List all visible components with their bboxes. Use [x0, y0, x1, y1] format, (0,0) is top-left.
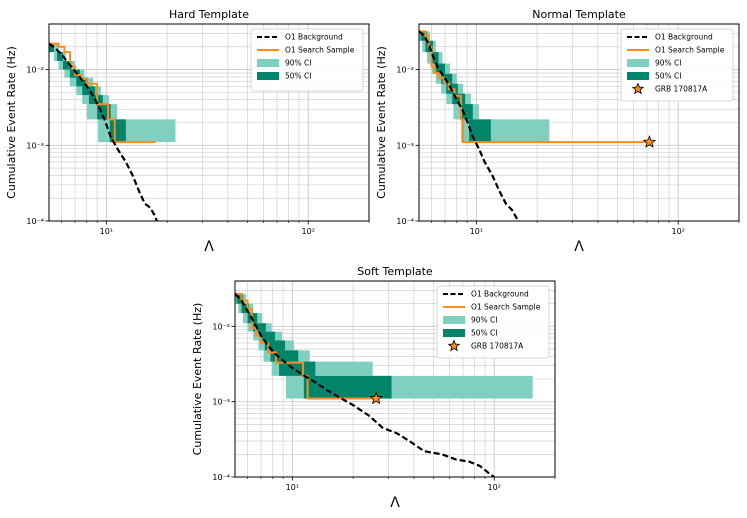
plot-frame [234, 280, 556, 478]
legend: O1 Background O1 Search Sample 90% CI 50% C… [436, 285, 550, 359]
ci50-box [431, 52, 439, 64]
ci50-box [49, 43, 54, 53]
legend-label: 50% CI [285, 72, 312, 81]
x-axis-label: Λ [390, 495, 400, 511]
legend-label: O1 Background [655, 33, 713, 42]
y-tick-label: 10⁻² [26, 66, 44, 75]
ci50-box [459, 104, 473, 120]
plot-frame [418, 23, 740, 222]
ci50-box [441, 73, 453, 84]
legend-label: GRB 170817A [471, 342, 524, 351]
background-line [419, 30, 521, 221]
ci50-box [469, 119, 491, 143]
legend-swatch-star [631, 82, 645, 95]
y-tick-label: 10⁻³ [212, 398, 230, 407]
ci50-box [279, 361, 316, 376]
legend-label: GRB 170817A [655, 85, 708, 94]
legend-swatch-ci90 [627, 59, 649, 67]
x-axis-label: Λ [204, 239, 214, 255]
legend-label: 50% CI [471, 329, 498, 338]
x-tick-label: 10² [302, 227, 315, 236]
y-tick-label: 10⁻⁴ [26, 217, 44, 226]
legend-label: 90% CI [655, 59, 682, 68]
background-line [49, 42, 158, 221]
ci50-box [303, 375, 392, 399]
legend-label: 90% CI [471, 316, 498, 325]
y-tick-label: 10⁻⁴ [396, 217, 414, 226]
panel-title: Hard Template [169, 8, 249, 21]
x-tick-label: 10² [672, 227, 685, 236]
x-tick-label: 10¹ [100, 227, 113, 236]
x-axis-label: Λ [574, 239, 584, 255]
grb-star-marker [642, 135, 657, 148]
grb-star-marker [369, 391, 383, 405]
x-tick-label: 10¹ [470, 227, 483, 236]
y-axis-label: Cumulative Event Rate (Hz) [375, 46, 388, 199]
legend-label: O1 Search Sample [471, 303, 541, 312]
plot-frame [48, 23, 370, 222]
legend-swatch-star [447, 339, 461, 352]
legend-frame [436, 285, 550, 359]
y-axis-label: Cumulative Event Rate (Hz) [5, 46, 18, 199]
ci50-box [109, 119, 126, 143]
panel-soft: 10¹ 10² 10⁻⁴ 10⁻³ 10⁻² Soft Template Λ Cumulati… [191, 265, 556, 511]
x-tick-label: 10¹ [286, 483, 299, 492]
ci50-box [82, 86, 96, 96]
legend: O1 Background O1 Search Sample 90% CI 50% C… [250, 28, 364, 92]
ci50-box [62, 60, 72, 70]
legend-swatch-ci90 [443, 316, 465, 324]
ci50-box [236, 293, 244, 304]
panel-title: Soft Template [357, 265, 433, 278]
plot-area [419, 30, 650, 221]
x-tick-label: 10² [488, 483, 501, 492]
ci50-box [57, 52, 63, 61]
ci50-box [259, 331, 275, 341]
y-axis-label: Cumulative Event Rate (Hz) [191, 303, 204, 456]
ci50-box [452, 93, 466, 105]
y-tick-label: 10⁻³ [26, 141, 44, 150]
search-sample-line [419, 30, 650, 144]
panel-hard: 10¹ 10² 10⁻⁴ 10⁻³ 10⁻² Hard Template Λ Cumulati… [5, 8, 370, 255]
legend-swatch-ci50 [443, 329, 465, 337]
legend-swatch-ci90 [257, 59, 279, 67]
legend-label: 50% CI [655, 72, 682, 81]
ci50-box [270, 350, 299, 362]
legend: O1 Background O1 Search Sample 90% CI 50% C… [620, 28, 734, 102]
legend-swatch-ci50 [627, 72, 649, 80]
ci50-box [241, 303, 249, 314]
ci50-box [435, 63, 446, 74]
ci50-box [264, 340, 286, 351]
panel-normal: 10¹ 10² 10⁻⁴ 10⁻³ 10⁻² Normal Template Λ Cumula… [375, 8, 740, 255]
legend-frame [620, 28, 734, 102]
search-sample-line [235, 292, 377, 400]
y-tick-label: 10⁻⁴ [212, 473, 230, 482]
panel-title: Normal Template [532, 8, 626, 21]
legend-label: 90% CI [285, 59, 312, 68]
legend-label: O1 Search Sample [285, 46, 355, 55]
background-line [235, 293, 495, 477]
legend-label: O1 Search Sample [655, 46, 725, 55]
legend-swatch-ci50 [257, 72, 279, 80]
ci50-box [76, 77, 88, 87]
plot-area [235, 292, 533, 477]
plot-area [49, 42, 176, 221]
y-tick-label: 10⁻³ [396, 141, 414, 150]
legend-label: O1 Background [471, 290, 529, 299]
ci50-box [420, 31, 428, 41]
y-tick-label: 10⁻² [212, 322, 230, 331]
ci90-box [98, 119, 176, 143]
legend-label: O1 Background [285, 33, 343, 42]
ci50-box [253, 323, 266, 332]
y-tick-label: 10⁻² [396, 66, 414, 75]
